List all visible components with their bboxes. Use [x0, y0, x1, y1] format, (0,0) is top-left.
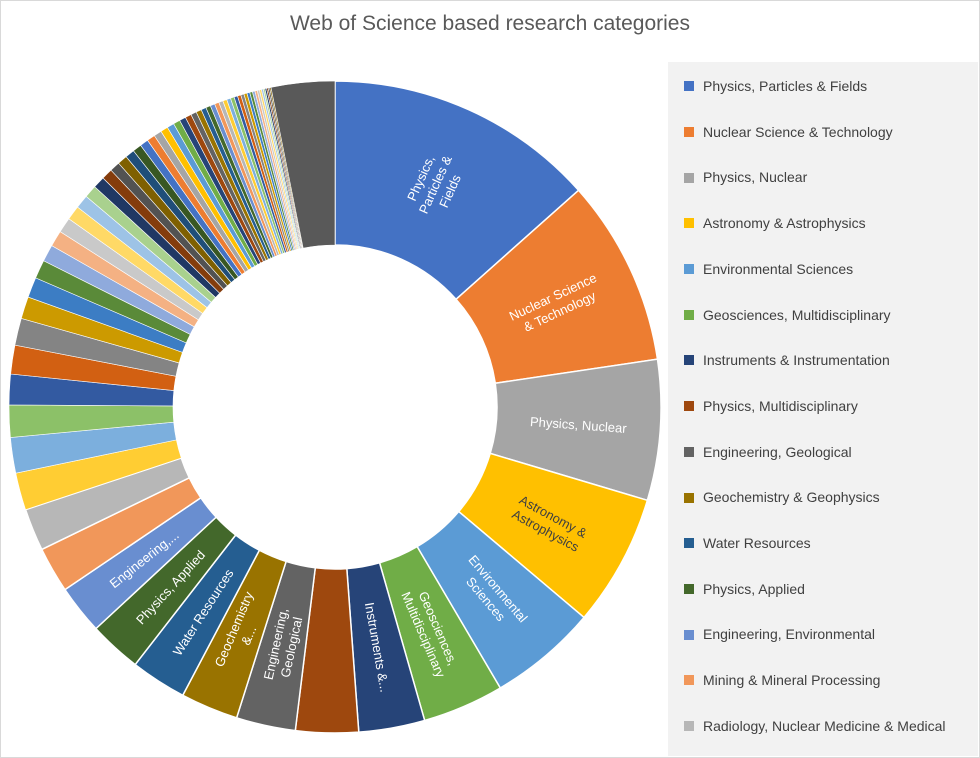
- legend-label: Engineering, Environmental: [703, 626, 875, 643]
- legend-item: Geosciences, Multidisciplinary: [684, 305, 891, 325]
- legend: Physics, Particles & Fields Nuclear Scien…: [668, 62, 978, 756]
- legend-item: Engineering, Environmental: [684, 624, 875, 644]
- legend-item: Radiology, Nuclear Medicine & Medical: [684, 716, 946, 736]
- legend-label: Engineering, Geological: [703, 443, 852, 460]
- legend-label: Mining & Mineral Processing: [703, 672, 881, 689]
- legend-label: Physics, Multidisciplinary: [703, 397, 858, 414]
- legend-label: Radiology, Nuclear Medicine & Medical: [703, 717, 946, 734]
- legend-swatch: [684, 675, 694, 686]
- slice-label-3: Physics, Nuclear: [530, 414, 628, 436]
- legend-item: Astronomy & Astrophysics: [684, 213, 866, 233]
- legend-item: Physics, Particles & Fields: [684, 76, 867, 96]
- legend-swatch: [684, 492, 694, 503]
- legend-swatch: [684, 81, 694, 92]
- legend-label: Instruments & Instrumentation: [703, 352, 890, 369]
- legend-swatch: [684, 401, 694, 412]
- legend-label: Geosciences, Multidisciplinary: [703, 306, 891, 323]
- chart-title: Web of Science based research categories: [289, 12, 690, 35]
- legend-item: Geochemistry & Geophysics: [684, 487, 880, 507]
- legend-swatch: [684, 538, 694, 549]
- legend-label: Physics, Applied: [703, 580, 805, 597]
- legend-swatch: [684, 721, 694, 732]
- legend-item: Instruments & Instrumentation: [684, 350, 890, 370]
- legend-swatch: [684, 629, 694, 640]
- legend-swatch: [684, 309, 694, 320]
- slice-1: [334, 80, 580, 301]
- legend-label: Water Resources: [703, 535, 811, 551]
- legend-swatch: [684, 446, 694, 457]
- legend-swatch: [684, 583, 694, 594]
- legend-label: Geochemistry & Geophysics: [703, 489, 880, 506]
- legend-swatch: [684, 218, 694, 229]
- legend-item: Engineering, Geological: [684, 442, 852, 462]
- legend-item: Water Resources: [684, 533, 811, 553]
- legend-item: Physics, Multidisciplinary: [684, 396, 858, 416]
- legend-swatch: [684, 355, 694, 366]
- legend-label: Astronomy & Astrophysics: [703, 215, 866, 232]
- legend-swatch: [684, 172, 694, 183]
- slice-71: [270, 80, 336, 249]
- legend-item: Nuclear Science & Technology: [684, 122, 893, 142]
- legend-label: Physics, Nuclear: [703, 169, 808, 186]
- legend-item: Mining & Mineral Processing: [684, 670, 880, 690]
- legend-label: Environmental Sciences: [703, 260, 854, 277]
- legend-label: Nuclear Science & Technology: [703, 123, 893, 140]
- legend-item: Environmental Sciences: [684, 259, 853, 279]
- legend-item: Physics, Nuclear: [684, 167, 807, 187]
- legend-item: Physics, Applied: [684, 579, 805, 599]
- legend-swatch: [684, 264, 694, 275]
- legend-label: Physics, Particles & Fields: [703, 78, 868, 94]
- legend-swatch: [684, 126, 694, 137]
